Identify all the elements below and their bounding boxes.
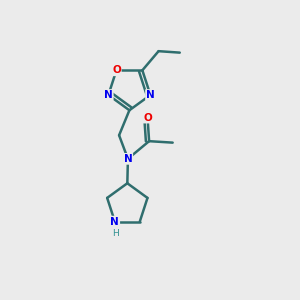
Text: N: N	[124, 154, 132, 164]
Text: N: N	[110, 217, 119, 226]
Text: H: H	[112, 229, 119, 238]
Text: N: N	[104, 90, 113, 100]
Text: O: O	[143, 112, 152, 123]
Text: O: O	[112, 65, 121, 75]
Text: N: N	[146, 90, 155, 100]
